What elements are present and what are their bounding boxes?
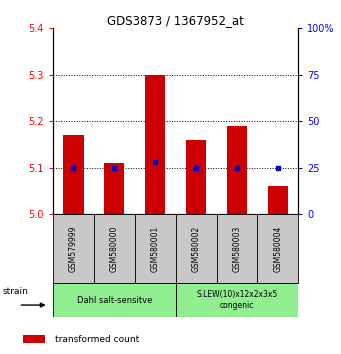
Bar (63, 135, 84, 214)
Bar (104, 163, 124, 214)
Text: Dahl salt-sensitve: Dahl salt-sensitve (76, 296, 152, 304)
Bar (176, 283, 298, 317)
Bar (217, 214, 257, 283)
Text: GSM579999: GSM579999 (69, 225, 78, 272)
Bar (53, 214, 94, 283)
Text: GSM580002: GSM580002 (192, 225, 201, 272)
Bar (186, 140, 206, 214)
Bar (268, 186, 288, 214)
Bar (94, 214, 135, 283)
Text: S.LEW(10)x12x2x3x5
congenic: S.LEW(10)x12x2x3x5 congenic (196, 290, 278, 310)
Bar (257, 214, 298, 283)
Bar (176, 214, 217, 283)
Text: GSM580004: GSM580004 (273, 225, 282, 272)
Text: GSM580001: GSM580001 (151, 225, 160, 272)
Title: GDS3873 / 1367952_at: GDS3873 / 1367952_at (107, 14, 244, 27)
Text: GSM580000: GSM580000 (110, 225, 119, 272)
Text: strain: strain (3, 287, 29, 296)
Bar (227, 126, 247, 214)
Text: GSM580003: GSM580003 (233, 225, 241, 272)
Bar (23, 335, 45, 343)
Bar (53, 283, 176, 317)
Text: transformed count: transformed count (55, 335, 139, 344)
Bar (135, 214, 176, 283)
Bar (145, 75, 165, 214)
